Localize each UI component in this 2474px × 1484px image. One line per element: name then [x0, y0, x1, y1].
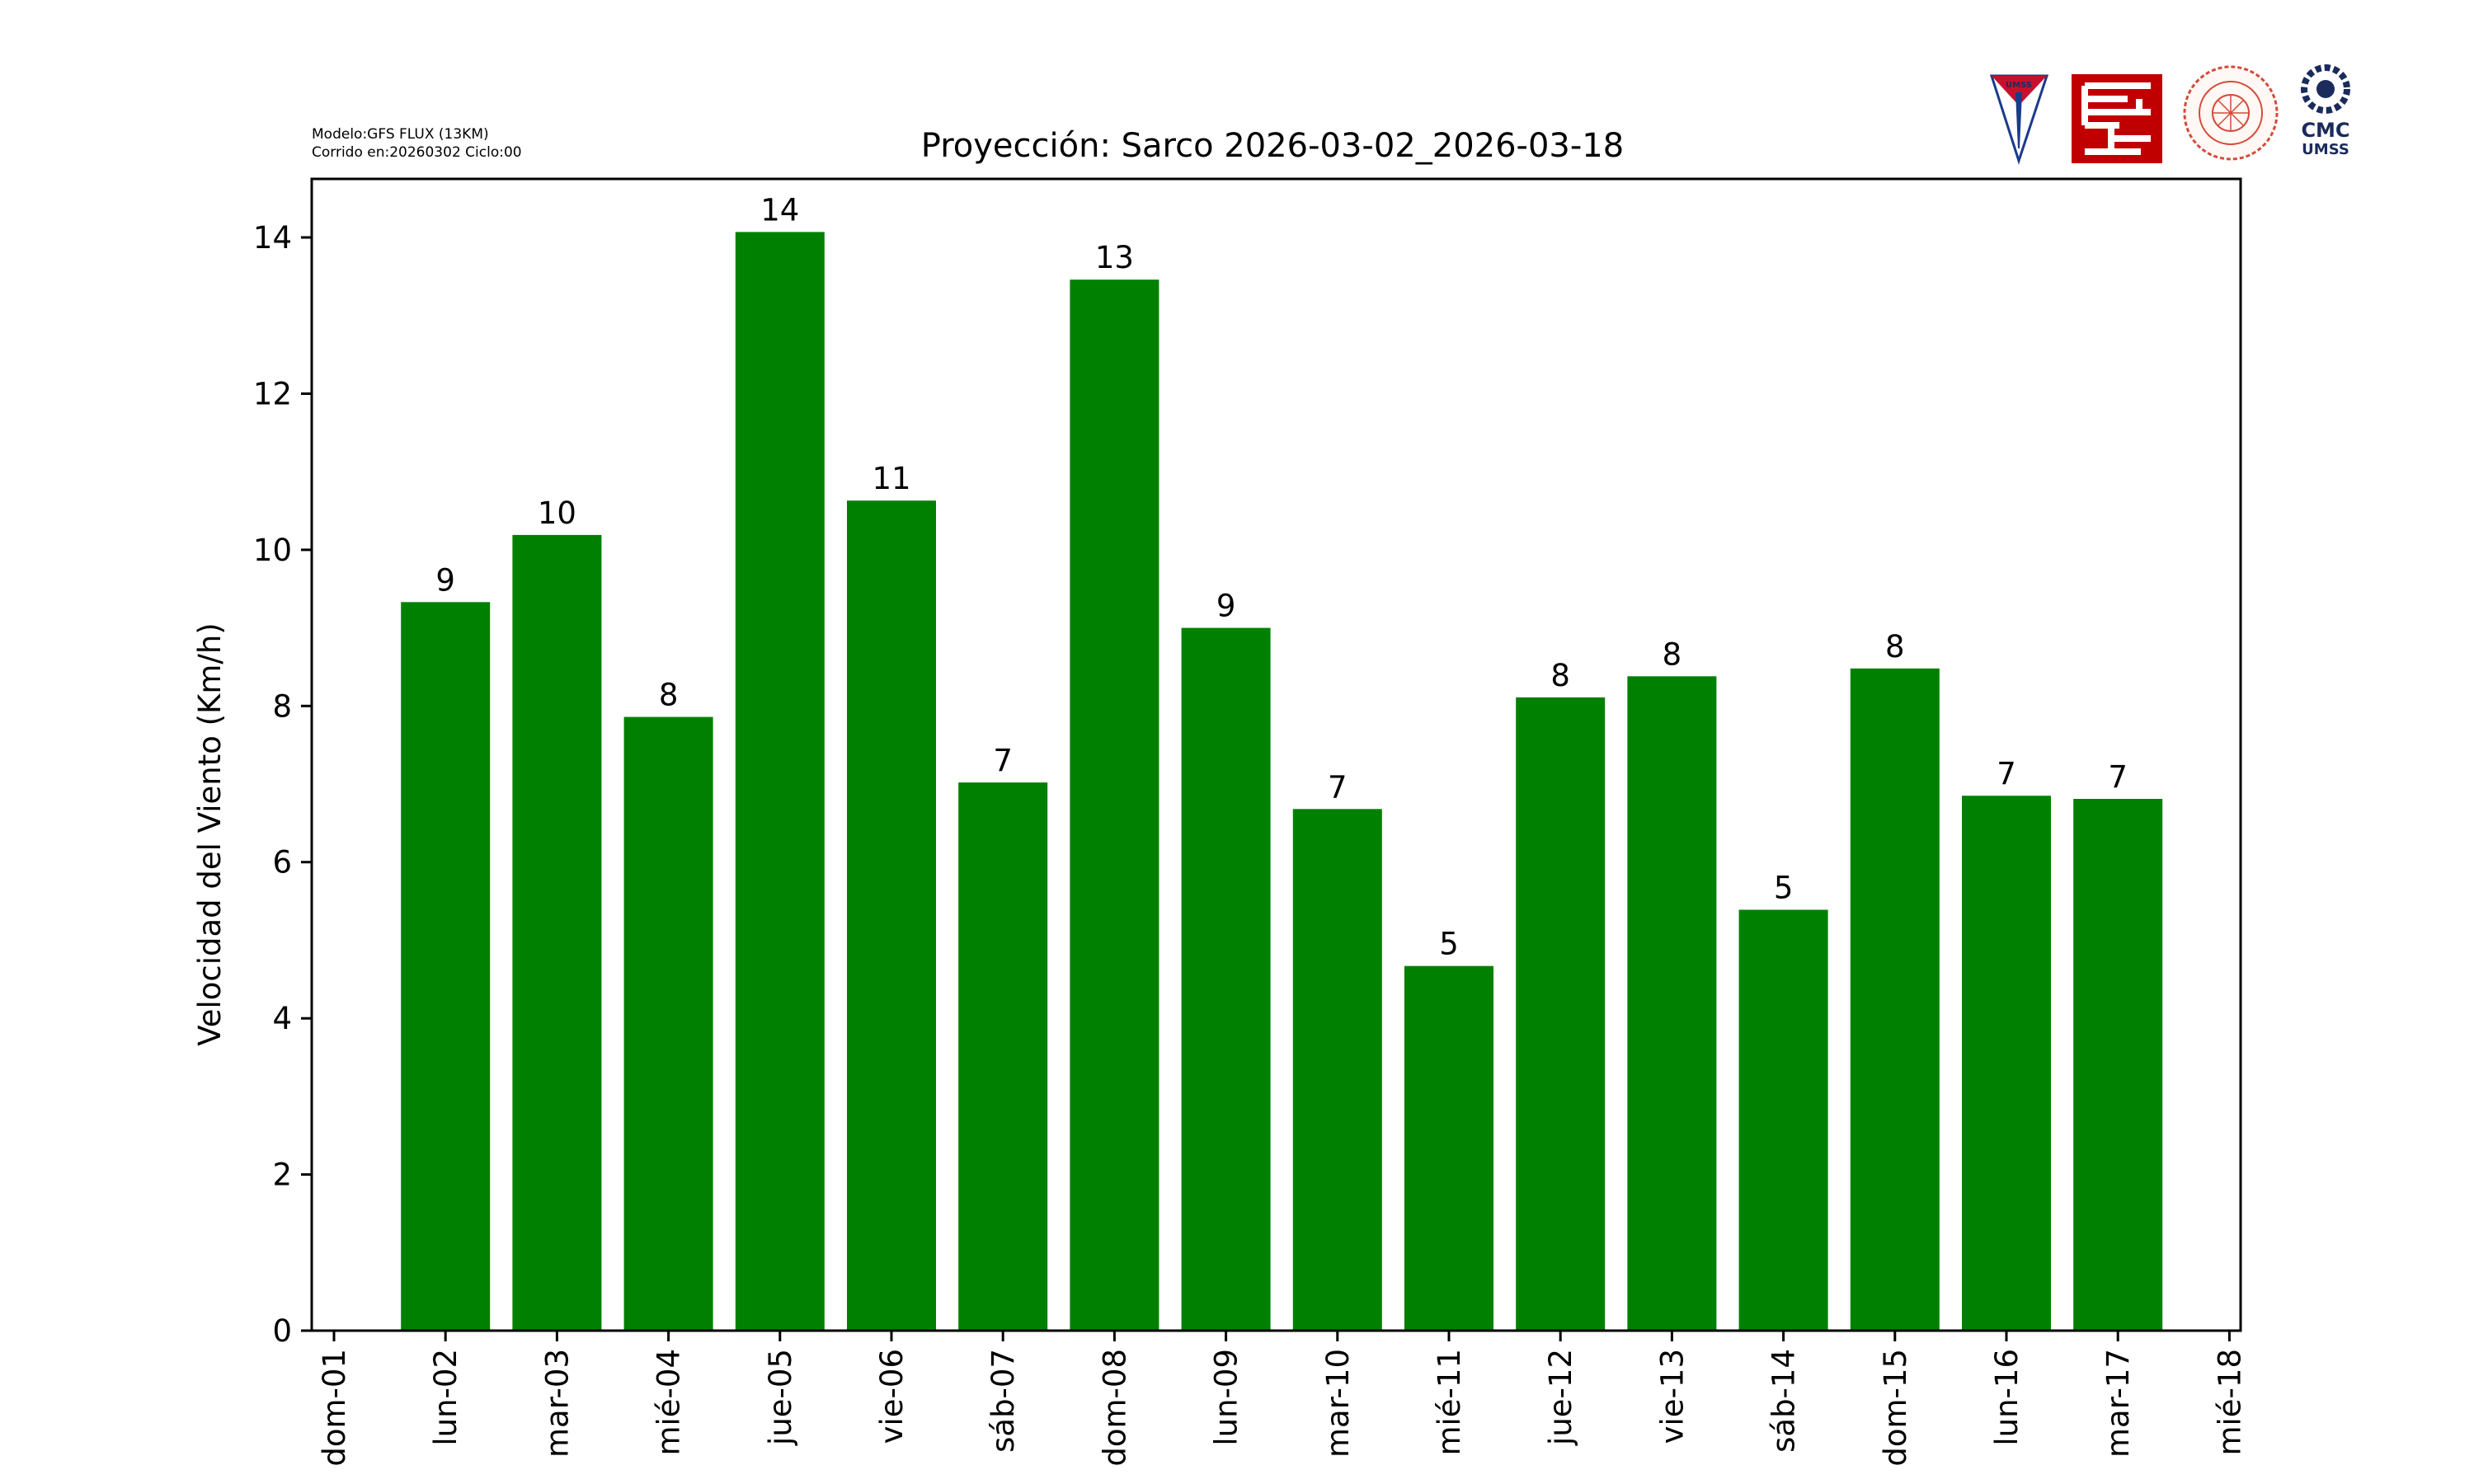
model-info: Modelo:GFS FLUX (13KM) — [312, 126, 489, 143]
plot-frame — [310, 177, 2242, 1332]
x-tick-label-lun-09: lun-09 — [1209, 1349, 1244, 1446]
y-tick-label: 4 — [272, 1001, 292, 1036]
bar-mar-03 — [512, 534, 602, 1331]
x-tick-label-dom-08: dom-08 — [1097, 1349, 1132, 1467]
x-tick-label-sáb-07: sáb-07 — [985, 1349, 1021, 1453]
seal-globe-lines — [2213, 95, 2249, 131]
y-tick-label: 12 — [253, 377, 292, 412]
y-tick-label: 2 — [272, 1158, 292, 1193]
y-tick-label: 10 — [253, 533, 292, 568]
x-tick-label-mié-04: mié-04 — [651, 1349, 687, 1456]
x-axis-ticks: dom-01 lun-02 mar-03 mié-04 jue-05 vie-06 sáb-… — [317, 1331, 2247, 1467]
bar-dom-15 — [1850, 668, 1940, 1331]
cmc-umss-text: UMSS — [2302, 141, 2349, 158]
x-tick-label-mié-18: mié-18 — [2212, 1349, 2247, 1456]
umss-shield-torch — [2015, 92, 2022, 148]
bar-jue-05 — [735, 232, 825, 1331]
x-tick-label-mar-03: mar-03 — [539, 1349, 575, 1458]
run-info: Corrido en:20260302 Ciclo:00 — [312, 144, 522, 161]
x-tick-label-sáb-14: sáb-14 — [1766, 1349, 1802, 1453]
seal-inner-ring — [2199, 81, 2263, 145]
bar-lun-02 — [401, 602, 491, 1331]
y-tick-label: 0 — [272, 1313, 292, 1349]
bar-mié-04 — [623, 716, 713, 1331]
bar-vie-06 — [847, 500, 936, 1331]
value-label-jue-05: 14 — [760, 192, 799, 228]
y-tick-label: 14 — [253, 220, 292, 256]
y-axis-ticks: 0 2 4 6 8 10 12 14 — [253, 220, 312, 1349]
cmc-umss-logo: CMC UMSS — [2301, 64, 2350, 158]
value-label-vie-13: 8 — [1663, 636, 1682, 672]
cmc-gear-icon — [2301, 64, 2350, 114]
value-label-dom-08: 13 — [1095, 240, 1134, 275]
value-label-mar-17: 7 — [2108, 759, 2128, 795]
x-tick-label-dom-01: dom-01 — [317, 1349, 352, 1467]
y-axis-label: Velocidad del Viento (Km/h) — [192, 622, 228, 1045]
x-tick-label-jue-05: jue-05 — [763, 1349, 798, 1446]
x-tick-label-dom-15: dom-15 — [1878, 1349, 1913, 1467]
value-label-vie-06: 11 — [872, 461, 910, 496]
value-label-mar-03: 10 — [538, 495, 576, 531]
fcyt-logo — [2072, 74, 2162, 163]
cmc-gear-center — [2316, 80, 2335, 98]
bar-sáb-14 — [1738, 909, 1828, 1331]
bar-vie-13 — [1627, 676, 1717, 1331]
chart-title: Proyección: Sarco 2026-03-02_2026-03-18 — [921, 127, 1624, 165]
bar-mar-17 — [2073, 799, 2163, 1331]
value-label-sáb-07: 7 — [993, 743, 1013, 778]
bars-layer — [401, 232, 2163, 1331]
bar-sáb-07 — [958, 782, 1048, 1331]
x-tick-label-mar-10: mar-10 — [1320, 1349, 1356, 1458]
value-label-dom-15: 8 — [1885, 629, 1905, 665]
value-label-lun-09: 9 — [1216, 589, 1236, 624]
value-label-jue-12: 8 — [1550, 658, 1570, 693]
x-tick-label-vie-06: vie-06 — [874, 1349, 910, 1444]
bar-mar-10 — [1292, 809, 1382, 1331]
value-label-lun-16: 7 — [1997, 756, 2016, 791]
x-tick-label-jue-12: jue-12 — [1543, 1349, 1578, 1446]
x-tick-label-mar-17: mar-17 — [2100, 1349, 2136, 1458]
y-tick-label: 8 — [272, 688, 292, 724]
umss-logo: UMSS — [1989, 74, 2049, 165]
value-label-mié-04: 8 — [659, 678, 679, 713]
bar-lun-16 — [1962, 796, 2051, 1331]
value-label-mar-10: 7 — [1328, 769, 1348, 805]
x-tick-label-vie-13: vie-13 — [1654, 1349, 1690, 1444]
fcyt-logo-pattern — [2081, 82, 2151, 155]
physics-department-seal — [2183, 65, 2279, 161]
bar-lun-09 — [1181, 627, 1271, 1331]
x-tick-label-mié-11: mié-11 — [1432, 1349, 1467, 1456]
value-label-lun-02: 9 — [435, 562, 455, 598]
y-tick-label: 6 — [272, 845, 292, 881]
cmc-text: CMC — [2301, 119, 2349, 142]
bar-mié-11 — [1404, 965, 1493, 1331]
x-tick-label-lun-16: lun-16 — [1989, 1349, 2025, 1446]
bar-dom-08 — [1070, 279, 1159, 1331]
value-label-mié-11: 5 — [1439, 927, 1459, 962]
value-label-sáb-14: 5 — [1774, 871, 1794, 906]
value-labels-layer: 9 10 8 14 11 7 13 9 7 5 8 8 5 8 7 7 — [435, 192, 2128, 961]
bar-jue-12 — [1516, 697, 1606, 1331]
x-tick-label-lun-02: lun-02 — [428, 1349, 463, 1446]
umss-shield-red-band — [1992, 76, 2047, 106]
umss-shield-text: UMSS — [2006, 81, 2032, 90]
